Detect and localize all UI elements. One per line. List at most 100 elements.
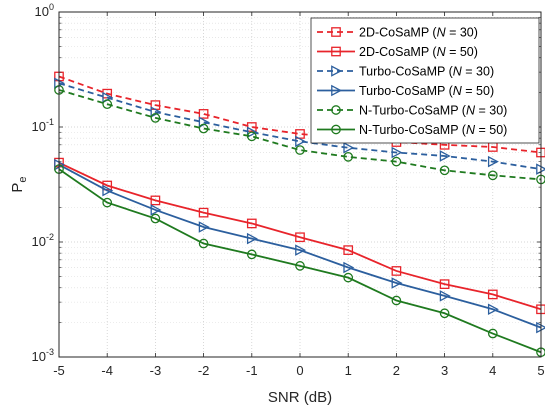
data-point xyxy=(439,290,451,302)
legend-label: Turbo-CoSaMP (N = 50) xyxy=(359,84,494,98)
series-line xyxy=(58,75,542,154)
legend-n-symbol: N xyxy=(437,26,447,40)
data-point xyxy=(343,261,355,274)
legend-marker xyxy=(331,124,341,135)
legend-entry: N-Turbo-CoSaMP (N = 50) xyxy=(317,123,507,137)
y-tick-label-base: 10 xyxy=(32,234,46,249)
x-axis-label: SNR (dB) xyxy=(268,389,332,406)
legend-n-symbol: N xyxy=(453,65,463,79)
legend: 2D-CoSaMP (N = 30)2D-CoSaMP (N = 50)Turb… xyxy=(310,17,540,144)
y-tick-label-base: 10 xyxy=(32,119,46,134)
data-point xyxy=(487,328,498,339)
data-point xyxy=(150,213,161,224)
y-tick-label-exponent: -1 xyxy=(46,117,54,127)
y-axis-label: Pe xyxy=(9,176,29,192)
data-point xyxy=(246,218,257,229)
legend-label: Turbo-CoSaMP (N = 30) xyxy=(359,65,494,79)
y-tick-label-base: 10 xyxy=(32,349,46,364)
data-point xyxy=(391,277,403,289)
data-point xyxy=(102,197,113,208)
series-4 xyxy=(54,85,545,185)
legend-series-name: 2D-CoSaMP ( xyxy=(359,26,437,40)
legend-n-symbol: N xyxy=(466,104,476,118)
data-point xyxy=(150,204,162,216)
legend-label: N-Turbo-CoSaMP (N = 30) xyxy=(359,104,507,118)
data-point xyxy=(198,123,209,134)
x-tick-label: -5 xyxy=(53,363,65,378)
data-point xyxy=(343,272,354,283)
series-line xyxy=(58,82,542,171)
x-tick-label: 5 xyxy=(537,363,544,378)
data-point xyxy=(487,303,499,316)
legend-series-name: N-Turbo-CoSaMP ( xyxy=(359,123,467,137)
legend-marker xyxy=(331,65,343,77)
y-axis-label-subscript: e xyxy=(17,176,29,182)
data-point xyxy=(487,289,498,300)
data-point xyxy=(343,152,354,162)
data-point xyxy=(198,238,209,249)
data-point xyxy=(246,249,257,260)
x-tick-label: -2 xyxy=(198,363,210,378)
legend-n-symbol: N xyxy=(466,123,476,137)
y-tick-label: 10-1 xyxy=(32,117,54,134)
y-tick-label-exponent: -2 xyxy=(46,232,54,242)
data-point xyxy=(295,232,305,243)
data-point xyxy=(198,109,209,119)
x-tick-label: 0 xyxy=(296,363,303,378)
legend-n-value: = 30) xyxy=(446,26,478,40)
y-tick-label: 100 xyxy=(35,2,54,19)
data-point xyxy=(391,156,402,167)
y-tick-label-exponent: 0 xyxy=(49,2,54,12)
legend-label: 2D-CoSaMP (N = 50) xyxy=(359,45,478,59)
legend-n-value: = 50) xyxy=(475,123,507,137)
legend-series-name: N-Turbo-CoSaMP ( xyxy=(359,104,467,118)
legend-marker xyxy=(331,105,341,115)
data-point xyxy=(391,295,402,306)
legend-n-value: = 30) xyxy=(462,65,494,79)
data-point xyxy=(150,106,162,118)
legend-entry: 2D-CoSaMP (N = 50) xyxy=(317,45,478,59)
legend-entry: Turbo-CoSaMP (N = 30) xyxy=(317,65,494,79)
data-point xyxy=(246,232,258,245)
data-point xyxy=(150,195,161,206)
data-point xyxy=(487,155,499,168)
legend-n-value: = 50) xyxy=(462,84,494,98)
series-1 xyxy=(54,157,545,315)
legend-n-symbol: N xyxy=(437,45,447,59)
data-point xyxy=(295,244,307,256)
series-line xyxy=(58,168,542,354)
x-tick-label: 3 xyxy=(441,363,448,378)
data-point xyxy=(246,131,257,142)
data-point xyxy=(102,184,114,197)
y-axis-label-main: P xyxy=(9,183,26,193)
data-point xyxy=(102,99,113,110)
legend-entry: Turbo-CoSaMP (N = 50) xyxy=(317,84,494,98)
legend-box xyxy=(310,17,540,144)
legend-entry: 2D-CoSaMP (N = 30) xyxy=(317,26,478,40)
data-point xyxy=(198,207,209,218)
data-point xyxy=(439,279,450,290)
data-point xyxy=(295,261,305,271)
series-5 xyxy=(54,164,545,358)
data-point xyxy=(439,308,450,319)
data-point xyxy=(150,113,161,123)
data-point xyxy=(439,150,451,162)
series-layer xyxy=(54,71,545,358)
legend-entry: N-Turbo-CoSaMP (N = 30) xyxy=(317,104,507,118)
data-point xyxy=(439,165,450,176)
data-point xyxy=(487,170,498,181)
data-point xyxy=(198,221,210,233)
legend-n-symbol: N xyxy=(453,84,463,98)
legend-series-name: 2D-CoSaMP ( xyxy=(359,45,437,59)
data-point xyxy=(391,146,403,159)
data-point xyxy=(295,135,307,148)
legend-label: 2D-CoSaMP (N = 30) xyxy=(359,26,478,40)
legend-n-value: = 50) xyxy=(446,45,478,59)
data-point xyxy=(295,145,305,155)
legend-series-name: Turbo-CoSaMP ( xyxy=(359,65,454,79)
x-tick-label: 1 xyxy=(345,363,352,378)
legend-n-value: = 30) xyxy=(475,104,507,118)
x-tick-label: -3 xyxy=(150,363,162,378)
